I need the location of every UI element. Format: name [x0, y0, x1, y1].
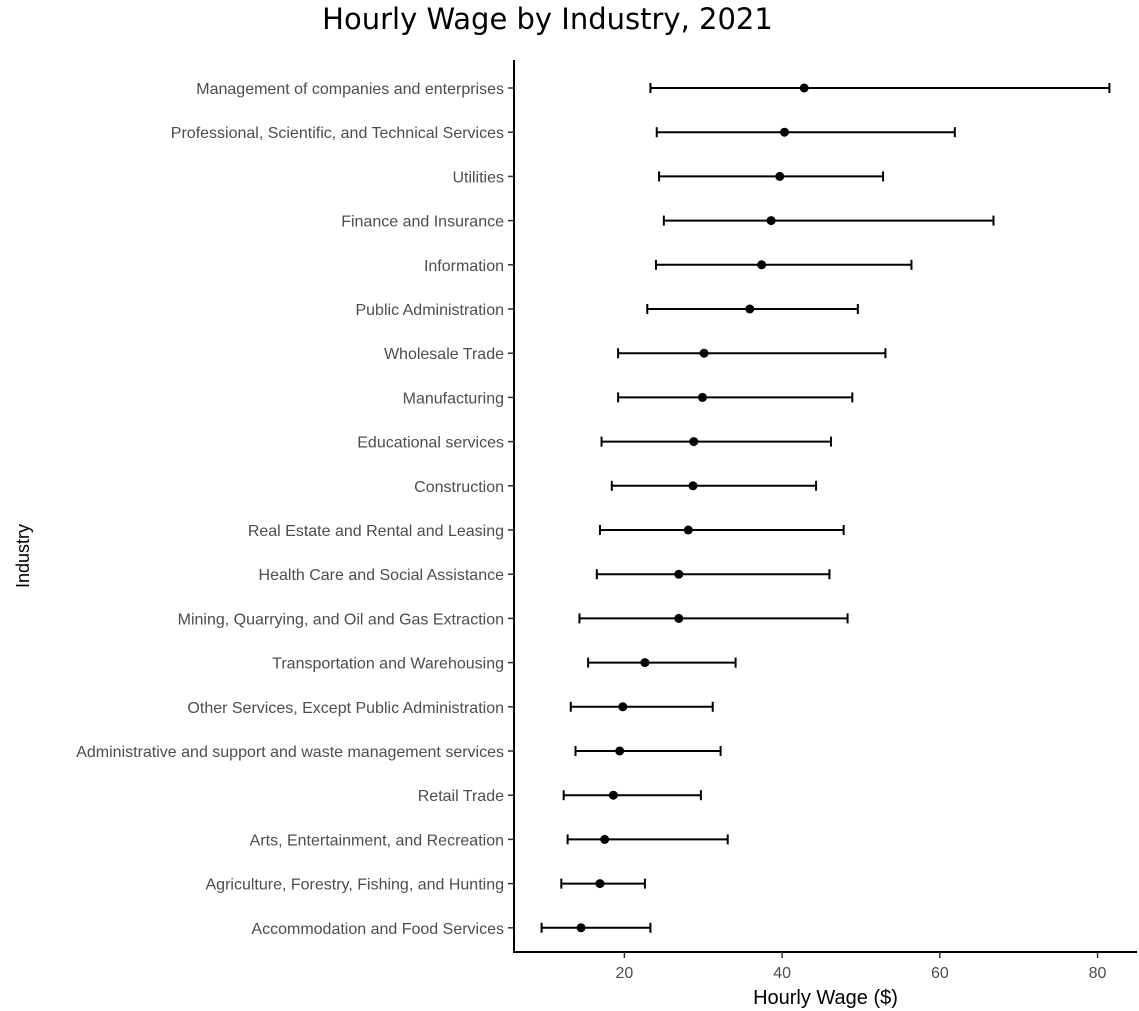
mean-point: [608, 790, 618, 800]
mean-point: [775, 171, 785, 181]
mean-point: [757, 260, 767, 270]
y-tick-label: Public Administration: [355, 302, 504, 319]
y-tick-label: Arts, Entertainment, and Recreation: [250, 832, 504, 849]
mean-point: [689, 437, 699, 447]
mean-point: [576, 923, 586, 933]
y-tick-label: Construction: [414, 479, 504, 496]
mean-point: [799, 83, 809, 93]
y-tick-label: Finance and Insurance: [341, 214, 504, 231]
mean-point: [674, 569, 684, 579]
x-tick-label: 40: [773, 965, 791, 982]
x-axis-title: Hourly Wage ($): [753, 987, 898, 1009]
mean-point: [674, 613, 684, 623]
y-tick-label: Transportation and Warehousing: [272, 656, 504, 673]
x-axis: 20 40 60 80: [513, 951, 1137, 982]
chart-title: Hourly Wage by Industry, 2021: [322, 2, 773, 36]
y-tick-label: Management of companies and enterprises: [196, 81, 504, 98]
mean-point: [766, 216, 776, 226]
mean-point: [688, 481, 698, 491]
mean-point: [697, 392, 707, 402]
x-tick-label: 60: [931, 965, 949, 982]
y-axis: Management of companies and enterprises P…: [76, 60, 515, 952]
mean-point: [600, 834, 610, 844]
y-tick-label: Educational services: [357, 435, 504, 452]
y-tick-label: Agriculture, Forestry, Fishing, and Hunt…: [206, 877, 505, 894]
y-tick-label: Accommodation and Food Services: [251, 921, 504, 938]
y-tick-label: Manufacturing: [403, 390, 504, 407]
y-tick-label: Wholesale Trade: [384, 346, 504, 363]
y-tick-label: Administrative and support and waste man…: [76, 744, 504, 761]
y-axis-title: Industry: [13, 524, 33, 588]
x-tick-label: 80: [1089, 965, 1107, 982]
y-tick-label: Retail Trade: [418, 788, 504, 805]
y-tick-label: Information: [424, 258, 504, 275]
y-tick-label: Health Care and Social Assistance: [259, 567, 505, 584]
y-tick-label: Utilities: [452, 169, 504, 186]
mean-point: [683, 525, 693, 535]
y-tick-label: Mining, Quarrying, and Oil and Gas Extra…: [178, 611, 504, 628]
mean-point: [615, 746, 625, 756]
x-tick-label: 20: [616, 965, 634, 982]
mean-point: [595, 879, 605, 889]
data-marks: [540, 83, 1111, 933]
y-tick-label: Real Estate and Rental and Leasing: [248, 523, 504, 540]
y-tick-label: Professional, Scientific, and Technical …: [171, 125, 504, 142]
mean-point: [699, 348, 709, 358]
mean-point: [618, 702, 628, 712]
mean-point: [779, 127, 789, 137]
mean-point: [745, 304, 755, 314]
y-tick-label: Other Services, Except Public Administra…: [187, 700, 504, 717]
mean-point: [640, 658, 650, 668]
